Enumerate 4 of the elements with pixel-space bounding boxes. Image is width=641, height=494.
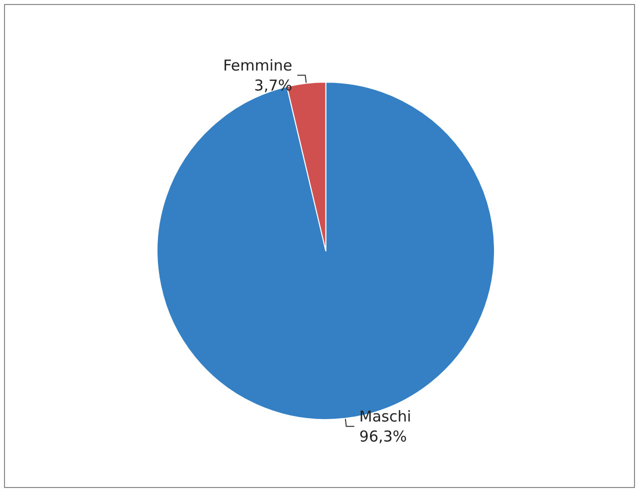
data-label: 96,3% xyxy=(359,427,407,446)
slice-label: Maschi xyxy=(359,407,412,426)
data-label: 3,7% xyxy=(254,76,292,94)
slice-label: Femmine xyxy=(223,56,292,74)
